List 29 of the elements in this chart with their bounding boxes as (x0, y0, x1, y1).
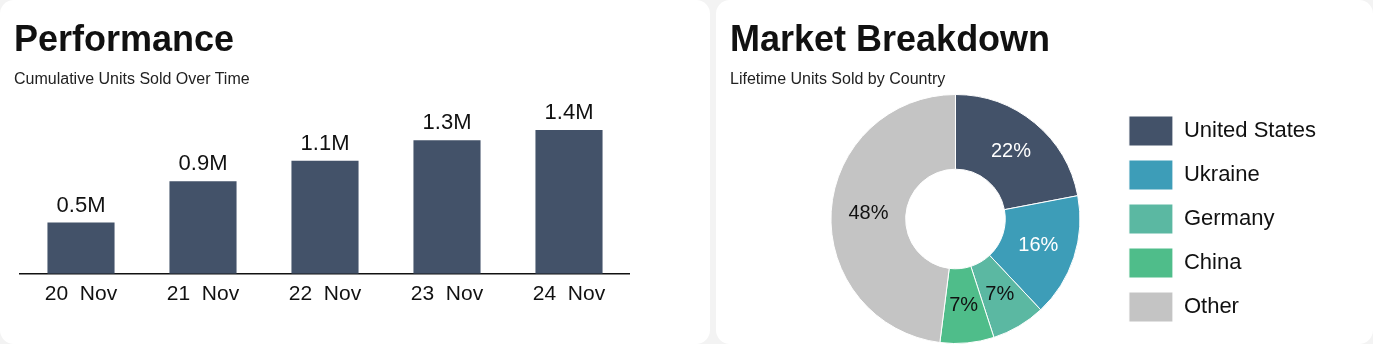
data-label: 22% (991, 139, 1032, 162)
x-tick-label: 24 Nov (532, 281, 606, 305)
chart-subtitle: Cumulative Units Sold Over Time (14, 70, 250, 88)
legend-label: China (1183, 249, 1243, 275)
data-label: 1.1M (300, 129, 350, 155)
bar (413, 140, 481, 274)
data-label: 16% (1018, 233, 1059, 256)
bar (291, 160, 359, 274)
x-tick-label: 21 Nov (166, 281, 240, 305)
data-label: 7% (949, 293, 979, 316)
chart-title: Performance (14, 18, 235, 60)
data-label: 1.4M (544, 99, 594, 125)
chart-title: Market Breakdown (730, 18, 1051, 60)
x-tick-label: 22 Nov (288, 281, 362, 305)
bar (535, 130, 603, 274)
legend-label: Ukraine (1183, 161, 1260, 187)
data-label: 0.5M (56, 191, 106, 217)
x-tick-label: 20 Nov (44, 281, 118, 305)
bar (169, 181, 237, 274)
legend-label: Other (1183, 293, 1239, 319)
bar (47, 222, 115, 274)
data-label: 1.3M (422, 109, 472, 135)
x-tick-label: 23 Nov (410, 281, 484, 305)
data-label: 7% (985, 281, 1015, 304)
data-label: 48% (848, 201, 889, 224)
legend-label: United States (1183, 117, 1316, 143)
chart-subtitle: Lifetime Units Sold by Country (730, 70, 946, 88)
data-label: 0.9M (178, 150, 228, 176)
legend-label: Germany (1183, 205, 1275, 231)
